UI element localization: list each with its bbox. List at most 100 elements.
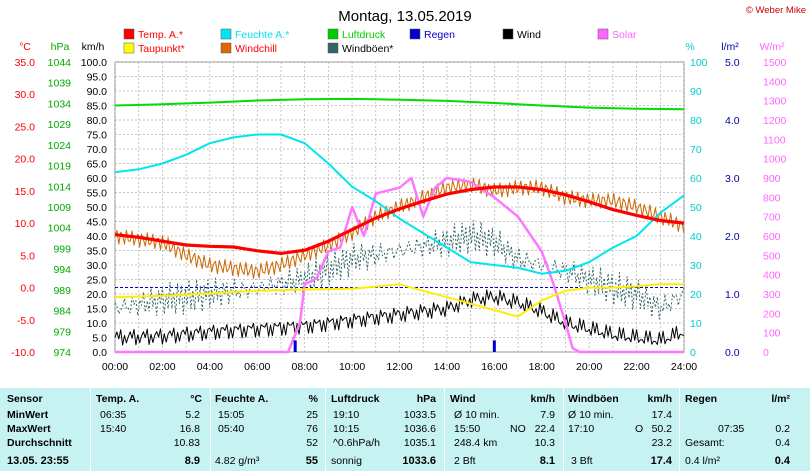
pressure-tick-label: 1009 [48,202,72,214]
min-press-time: 19:10 [333,409,360,421]
hdr-gust: Windböen [568,393,619,405]
weather-chart: 35.0 30.0 25.0 20.0 15.0 10.0 5.0 0.0 -5.0 -10.0 °… [11,5,806,385]
hdr-hum-unit: % [308,393,318,405]
windb-en-series-line [114,220,685,320]
wind-tick-label: 55.0 [87,188,108,200]
solar-tick-label: 1100 [763,134,786,146]
current-press: 1033.6 [402,455,436,467]
avg-hum: 52 [306,437,318,449]
legend-swatch [123,28,135,40]
rain-tick-label: 5.0 [725,57,740,69]
humidity-tick-label: 100 [690,57,708,69]
solar-tick-label: 800 [763,192,781,204]
legend-label: Regen [424,29,455,41]
max-temp: 16.8 [179,423,200,435]
current-hum: 55 [305,455,318,467]
legend-label: Wind [517,29,541,41]
rain-axis-unit: l/m² [721,41,739,53]
copyright-text: © Weber Mike [746,5,806,16]
max-wind: 22.4 [534,423,555,435]
wind-tick-label: 35.0 [87,246,108,258]
max-gust: 50.2 [651,423,672,435]
max-press-time: 10:15 [333,423,360,435]
pressure-tick-label: 984 [53,306,71,318]
hdr-wind: Wind [450,393,476,405]
avg-wind: 10.3 [534,437,555,449]
humidity-tick-label: 90 [690,86,702,98]
solar-tick-label: 400 [763,270,781,282]
min-press: 1033.5 [403,409,436,421]
current-rain: 0.4 [774,455,790,467]
wind-tick-label: 95.0 [87,72,108,84]
legend-swatch [220,42,232,54]
legend-label: Luftdruck [342,29,386,41]
abs-humidity: 4.82 g/m³ [215,455,260,467]
hdr-press-unit: hPa [416,393,436,405]
pressure-tick-label: 994 [53,264,71,276]
chart-legend: Temp. A.* Feuchte A.* Luftdruck Regen Wind So… [123,28,637,55]
wind-tick-label: 50.0 [87,202,108,214]
chart-grid [114,61,685,353]
wind-bft: 2 Bft [454,455,476,467]
legend-label: Temp. A.* [138,29,183,41]
min-hum-time: 15:05 [218,409,245,421]
temp-tick-label: 20.0 [15,154,36,166]
max-rain: 0.2 [775,423,790,435]
x-tick-label: 22:00 [623,361,649,373]
solar-tick-label: 1200 [763,115,787,127]
stats-table: Sensor Temp. A. °C Feuchte A. % Luftdruc… [0,388,810,471]
solar-tick-label: 1300 [763,96,787,108]
solar-tick-label: 500 [763,250,781,262]
min-hum: 25 [306,409,318,421]
rain-tick-label: 3.0 [725,173,740,185]
avg-temp: 10.83 [173,437,200,449]
gust-bft: 3 Bft [571,455,593,467]
rain-tick-label: 4.0 [725,115,740,127]
solar-tick-label: 300 [763,289,781,301]
humidity-tick-label: 0 [690,347,696,359]
humidity-tick-label: 80 [690,115,702,127]
hdr-temp: Temp. A. [96,393,140,405]
hdr-hum: Feuchte A. [215,393,269,405]
rain-tick-label: 1.0 [725,289,740,301]
luftdruck-series-line [114,97,685,111]
wind-tick-label: 10.0 [87,318,108,330]
humidity-tick-label: 50 [690,202,702,214]
legend-swatch [327,28,339,40]
solar-tick-label: 600 [763,231,781,243]
temp-tick-label: 15.0 [15,186,36,198]
temp-tick-label: 0.0 [20,283,35,295]
temp-tick-label: 30.0 [15,89,36,101]
legend-swatch [597,28,609,40]
hdr-gust-unit: km/h [647,393,672,405]
wind-tick-label: 25.0 [87,275,108,287]
rain-bar [492,340,496,352]
humidity-tick-label: 40 [690,231,702,243]
x-tick-label: 18:00 [529,361,555,373]
pressure-tick-label: 1004 [48,223,72,235]
wind-tick-label: 70.0 [87,144,108,156]
solar-tick-label: 100 [763,328,781,340]
solar-axis-unit: W/m² [759,41,785,53]
legend-label: Windchill [235,43,277,55]
hdr-press: Luftdruck [331,393,380,405]
temp-tick-label: 25.0 [15,121,36,133]
legend-swatch [502,28,514,40]
max-hum-time: 05:40 [218,423,245,435]
solar-tick-label: 1400 [763,76,787,88]
wind-tick-label: 15.0 [87,304,108,316]
x-tick-label: 14:00 [434,361,460,373]
pressure-tick-label: 999 [53,243,71,255]
humidity-axis-unit: % [685,41,694,53]
press-trend: ^0.6hPa/h [333,437,380,449]
current-gust: 17.4 [650,455,672,467]
legend-swatch [409,28,421,40]
wind-tick-label: 5.0 [92,333,107,345]
max-wind-time: 15:50 [454,423,481,435]
legend-swatch [220,28,232,40]
wind-tick-label: 90.0 [87,86,108,98]
current-wind: 8.1 [539,455,555,467]
pressure-tick-label: 1014 [48,181,72,193]
wind-tick-label: 75.0 [87,130,108,142]
max-gust-dir: O [635,423,644,435]
